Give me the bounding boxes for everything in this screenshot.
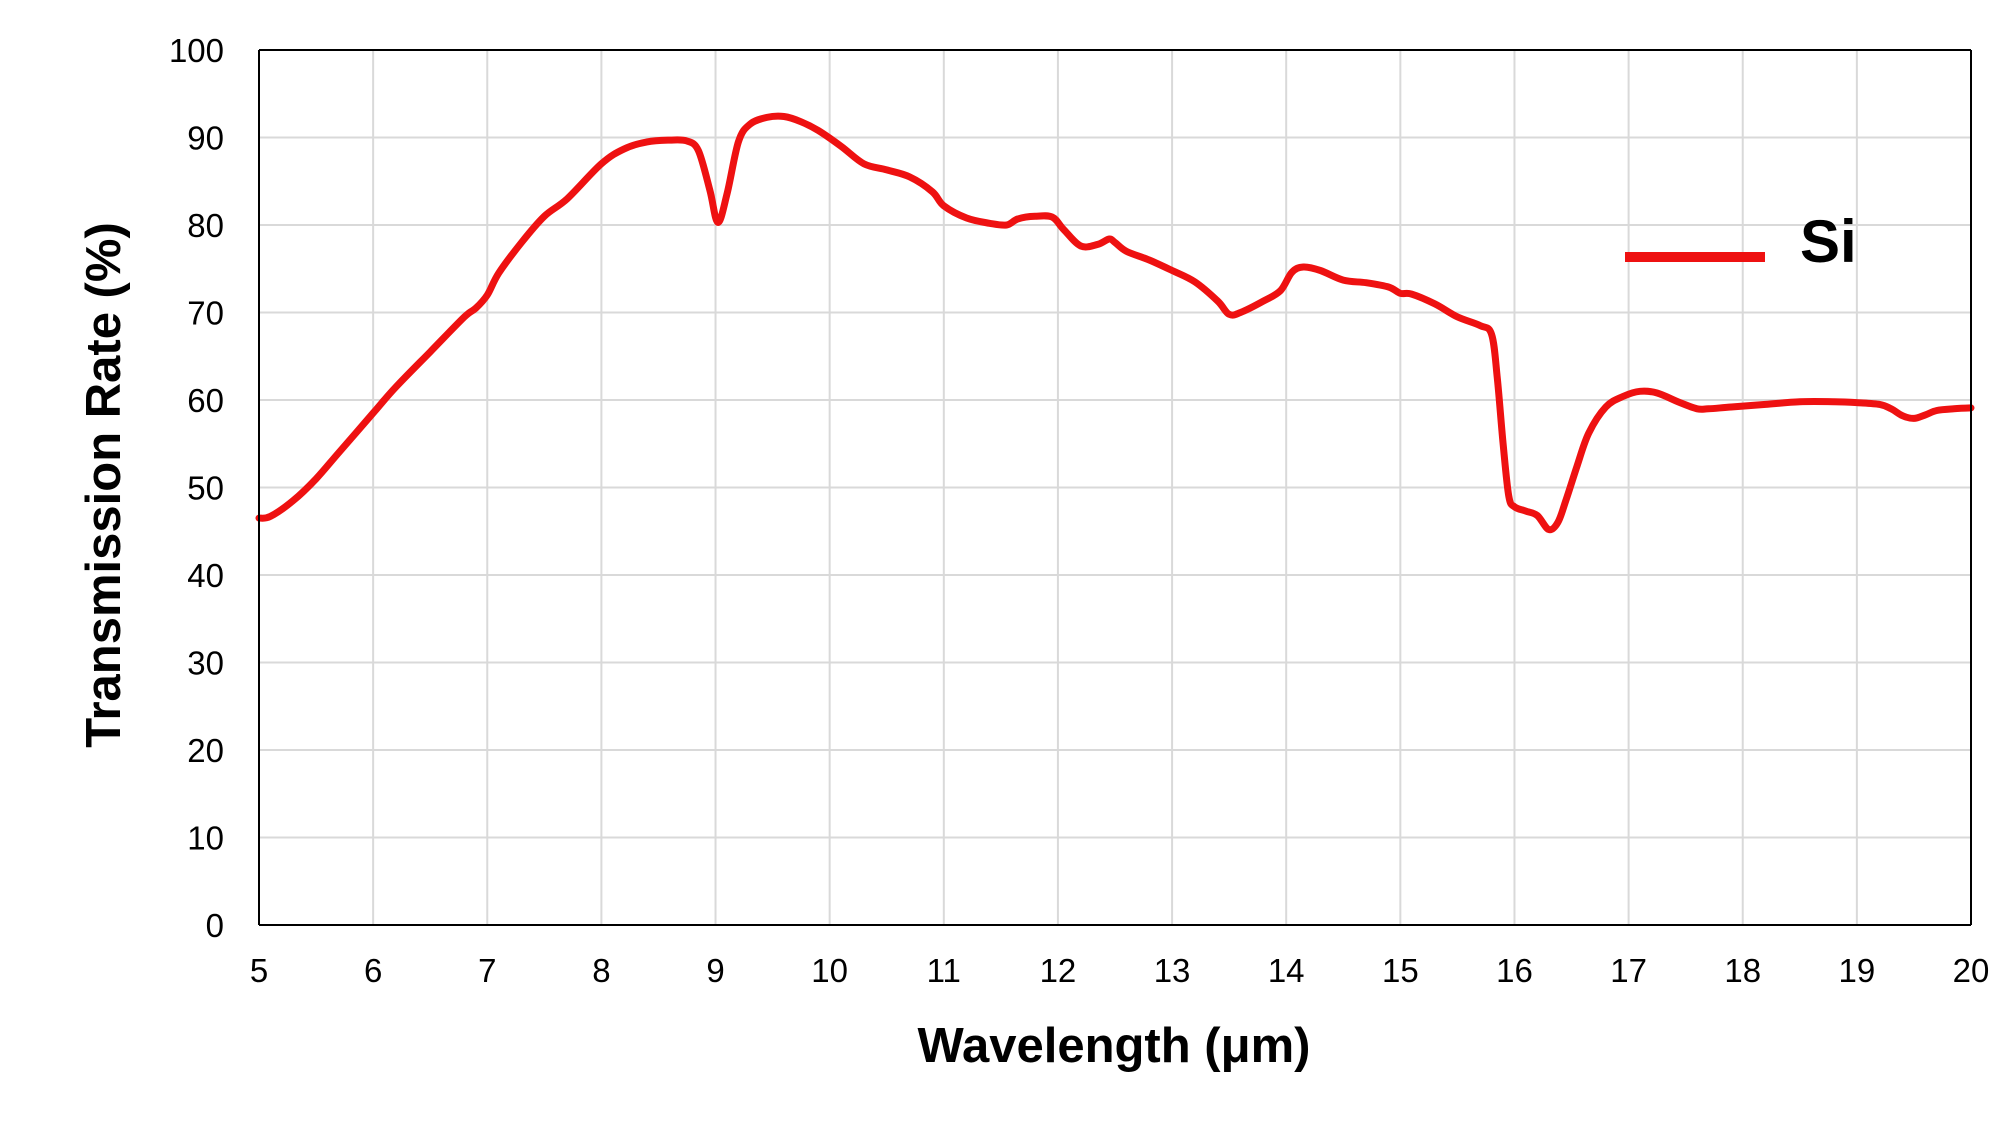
y-tick-label-30: 30 — [187, 645, 224, 682]
plot-frame — [258, 49, 1972, 926]
x-tick-label-11: 11 — [927, 952, 961, 989]
y-tick-label-40: 40 — [187, 557, 224, 594]
x-tick-label-20: 20 — [1953, 952, 1990, 989]
y-tick-label-50: 50 — [187, 470, 224, 507]
x-tick-label-6: 6 — [364, 952, 382, 989]
x-tick-label-18: 18 — [1724, 952, 1761, 989]
x-tick-label-13: 13 — [1154, 952, 1191, 989]
x-tick-label-17: 17 — [1610, 952, 1647, 989]
x-tick-label-5: 5 — [250, 952, 268, 989]
y-tick-label-100: 100 — [169, 32, 224, 69]
y-tick-label-20: 20 — [187, 732, 224, 769]
y-axis-title: Transmission Rate (%) — [77, 222, 131, 748]
x-tick-label-16: 16 — [1496, 952, 1533, 989]
y-tick-label-0: 0 — [206, 907, 224, 944]
y-tick-label-90: 90 — [187, 120, 224, 157]
x-tick-label-14: 14 — [1268, 952, 1305, 989]
y-tick-label-10: 10 — [187, 820, 224, 857]
x-tick-label-10: 10 — [811, 952, 848, 989]
x-axis-title: Wavelength (μm) — [918, 1019, 1311, 1073]
x-tick-label-15: 15 — [1382, 952, 1419, 989]
y-tick-label-80: 80 — [187, 207, 224, 244]
y-tick-labels: 0 10 20 30 40 50 60 70 80 90 100 — [169, 32, 224, 944]
legend-label-si: Si — [1800, 208, 1857, 275]
x-tick-label-19: 19 — [1839, 952, 1876, 989]
y-tick-label-70: 70 — [187, 295, 224, 332]
x-tick-label-12: 12 — [1040, 952, 1077, 989]
x-tick-label-7: 7 — [478, 952, 496, 989]
series-line-si — [255, 112, 1975, 534]
y-tick-label-60: 60 — [187, 382, 224, 419]
x-tick-labels: 5 6 7 8 9 10 11 12 13 14 15 16 17 18 19 20 — [250, 952, 1990, 989]
series-layer — [255, 112, 1975, 534]
legend: Si — [1625, 208, 1857, 275]
x-tick-label-9: 9 — [706, 952, 724, 989]
x-tick-label-8: 8 — [592, 952, 610, 989]
grid — [258, 49, 1972, 926]
